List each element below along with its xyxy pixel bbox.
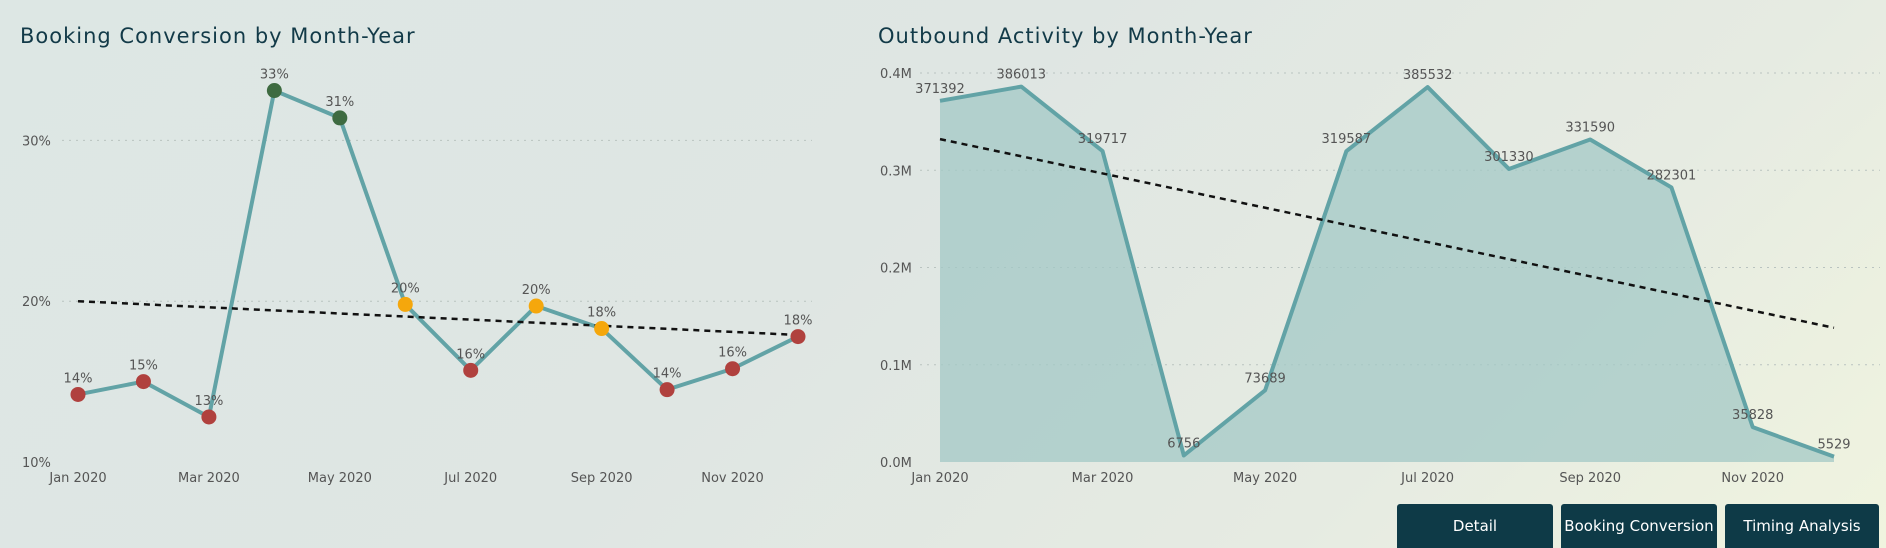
data-point xyxy=(135,374,151,390)
x-tick-label: Jul 2020 xyxy=(1400,471,1454,486)
data-label: 5529 xyxy=(1817,438,1850,453)
data-label: 331590 xyxy=(1565,121,1615,136)
data-point xyxy=(332,110,348,126)
y-tick-label: 0.2M xyxy=(880,262,912,277)
data-label: 385532 xyxy=(1403,68,1453,83)
x-tick-label: Nov 2020 xyxy=(1721,471,1784,486)
trend-line xyxy=(939,137,1835,330)
data-point xyxy=(266,83,282,99)
x-tick-label: Jul 2020 xyxy=(443,471,497,486)
data-label: 301330 xyxy=(1484,150,1534,165)
y-tick-label: 0.3M xyxy=(880,164,912,179)
booking-conversion-button[interactable]: Booking Conversion xyxy=(1561,504,1717,548)
data-point xyxy=(528,298,544,314)
data-label: 6756 xyxy=(1167,436,1200,451)
series-line xyxy=(939,84,1835,459)
x-tick-label: Mar 2020 xyxy=(1072,471,1134,486)
y-tick-label: 20% xyxy=(22,295,51,310)
y-tick-label: 0.1M xyxy=(880,359,912,374)
data-point xyxy=(463,362,479,378)
data-label: 319717 xyxy=(1078,132,1128,147)
data-label: 73689 xyxy=(1244,371,1285,386)
data-label: 35828 xyxy=(1732,408,1773,423)
y-tick-label: 0.4M xyxy=(880,67,912,82)
timing-analysis-button[interactable]: Timing Analysis xyxy=(1725,504,1879,548)
right-chart-title: Outbound Activity by Month-Year xyxy=(878,24,1253,48)
data-label: 31% xyxy=(325,95,354,110)
x-tick-label: Jan 2020 xyxy=(48,471,106,486)
data-point xyxy=(659,382,675,398)
left-chart-title: Booking Conversion by Month-Year xyxy=(20,24,416,48)
data-point xyxy=(201,409,217,425)
x-tick-label: Mar 2020 xyxy=(178,471,240,486)
data-label: 20% xyxy=(522,283,551,298)
x-tick-label: Sep 2020 xyxy=(571,471,633,486)
data-point xyxy=(397,296,413,312)
data-label: 18% xyxy=(784,314,813,329)
data-point xyxy=(70,386,86,402)
data-label: 13% xyxy=(194,394,223,409)
data-label: 14% xyxy=(653,367,682,382)
data-label: 15% xyxy=(129,359,158,374)
data-label: 319587 xyxy=(1322,132,1372,147)
data-label: 386013 xyxy=(996,68,1046,83)
data-label: 20% xyxy=(391,281,420,296)
x-tick-label: Sep 2020 xyxy=(1559,471,1621,486)
detail-button[interactable]: Detail xyxy=(1397,504,1553,548)
data-label: 16% xyxy=(456,347,485,362)
data-label: 16% xyxy=(718,346,747,361)
x-tick-label: Nov 2020 xyxy=(701,471,764,486)
x-tick-label: May 2020 xyxy=(308,471,372,486)
y-tick-label: 0.0M xyxy=(880,456,912,471)
data-point xyxy=(594,321,610,337)
y-tick-label: 30% xyxy=(22,134,51,149)
data-label: 371392 xyxy=(915,82,965,97)
series-line xyxy=(77,88,799,419)
trend-line xyxy=(77,299,799,337)
data-point xyxy=(725,361,741,377)
x-tick-label: May 2020 xyxy=(1233,471,1297,486)
data-point xyxy=(790,329,806,345)
x-tick-label: Jan 2020 xyxy=(910,471,968,486)
outbound-activity-chart: 0.0M 0.1M 0.2M 0.3M 0.4M Jan 2020 Mar 2020 May … xyxy=(880,67,1880,486)
y-tick-label: 10% xyxy=(22,456,51,471)
data-label: 282301 xyxy=(1647,168,1697,183)
series-area xyxy=(940,86,1834,462)
data-label: 18% xyxy=(587,306,616,321)
data-label: 14% xyxy=(64,371,93,386)
booking-conversion-chart: 10% 20% 30% Jan 2020 Mar 2020 May 2020 Jul 202… xyxy=(22,68,813,486)
data-label: 33% xyxy=(260,68,289,83)
